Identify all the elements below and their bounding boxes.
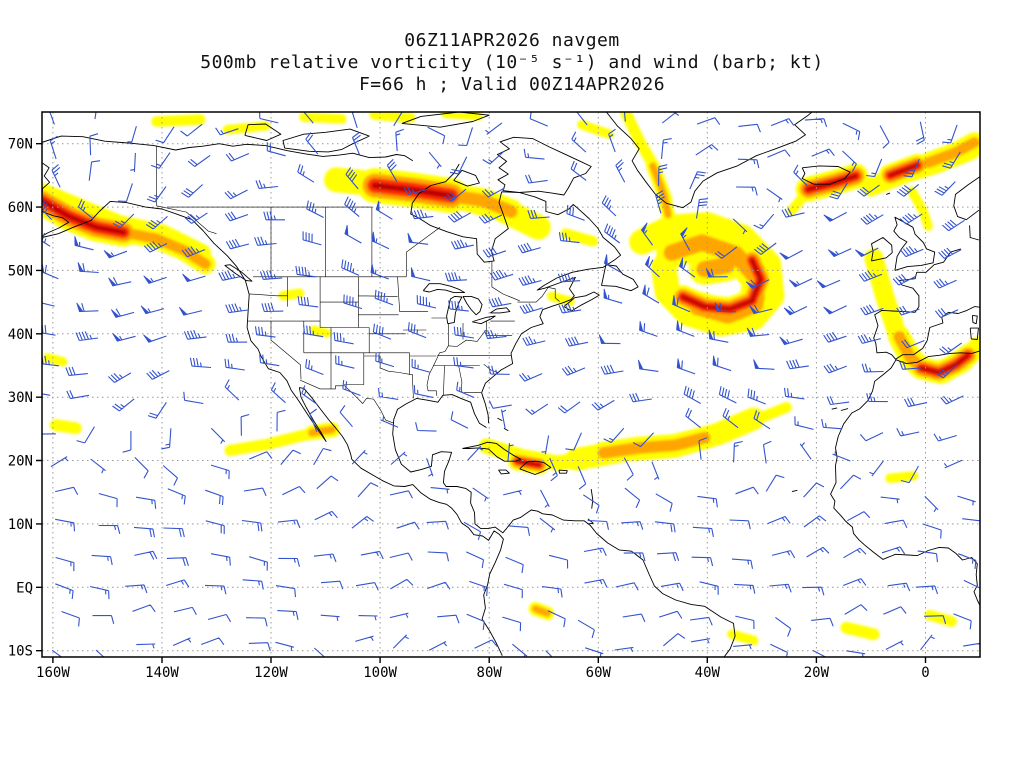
lon-axis-label: 120W: [254, 665, 288, 681]
lon-axis-label: 100W: [363, 665, 397, 681]
lat-axis-labels: 70N 60N 50N 40N 30N 20N 10N EQ 10S: [8, 137, 33, 660]
map-frame: [41, 111, 981, 658]
lon-axis-label: 40W: [695, 665, 721, 681]
lon-axis-label: 80W: [477, 665, 503, 681]
lon-axis-label: 20W: [804, 665, 830, 681]
lon-axis-label: 0: [921, 665, 929, 681]
chart-title-block: 06Z11APR2026 navgem 500mb relative vorti…: [0, 30, 1024, 96]
political-borders: [156, 145, 560, 424]
wind-barbs: [42, 112, 980, 657]
lon-axis-label: 160W: [36, 665, 70, 681]
lat-axis-label: 10N: [8, 517, 33, 533]
title-line-field: 500mb relative vorticity (10⁻⁵ s⁻¹) and …: [200, 52, 824, 73]
lat-axis-label: 60N: [8, 200, 33, 216]
axis-ticks: [36, 143, 927, 663]
lon-axis-labels: 160W 140W 120W 100W 80W 60W 40W 20W 0: [36, 665, 930, 681]
lat-axis-label: 70N: [8, 137, 33, 153]
lat-axis-label: 30N: [8, 390, 33, 406]
lat-axis-label: 50N: [8, 263, 33, 279]
lat-axis-label: EQ: [16, 580, 33, 596]
lon-axis-label: 140W: [145, 665, 179, 681]
lat-axis-label: 20N: [8, 454, 33, 470]
title-line-init: 06Z11APR2026 navgem: [404, 30, 620, 51]
lat-axis-label: 10S: [8, 644, 33, 660]
lat-axis-label: 40N: [8, 327, 33, 343]
title-line-valid: F=66 h ; Valid 00Z14APR2026: [358, 74, 666, 95]
lon-axis-label: 60W: [586, 665, 612, 681]
coastlines: [42, 112, 980, 657]
